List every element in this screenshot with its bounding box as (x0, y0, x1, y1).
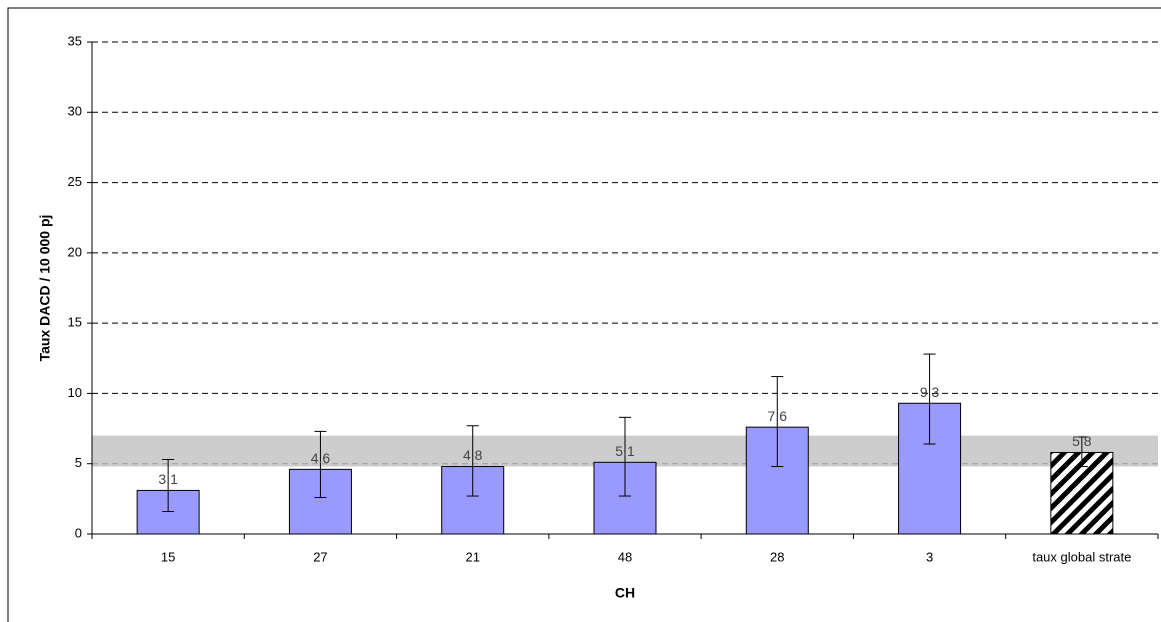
value-label: 4.6 (311, 450, 331, 466)
y-tick-label: 0 (75, 525, 82, 540)
x-tick-label: 27 (313, 549, 327, 564)
x-tick-label: 28 (770, 549, 784, 564)
value-label: 5.8 (1072, 433, 1092, 449)
y-tick-label: 30 (68, 104, 82, 119)
x-tick-label: taux global strate (1032, 549, 1131, 564)
value-label: 9.3 (920, 384, 940, 400)
y-tick-label: 10 (68, 385, 82, 400)
y-tick-label: 35 (68, 33, 82, 48)
chart-frame (7, 7, 1161, 622)
x-tick-label: 21 (465, 549, 479, 564)
value-label: 5.1 (615, 443, 635, 459)
x-tick-label: 15 (161, 549, 175, 564)
x-tick-label: 3 (926, 549, 933, 564)
value-label: 7.6 (768, 408, 788, 424)
value-label: 4.8 (463, 447, 483, 463)
x-tick-label: 48 (618, 549, 632, 564)
value-label: 3.1 (158, 471, 178, 487)
y-axis-label: Taux DACD / 10 000 pj (37, 215, 53, 362)
x-axis-label: CH (615, 585, 635, 601)
y-tick-label: 5 (75, 455, 82, 470)
y-tick-label: 25 (68, 174, 82, 189)
y-tick-label: 20 (68, 244, 82, 259)
y-tick-label: 15 (68, 315, 82, 330)
